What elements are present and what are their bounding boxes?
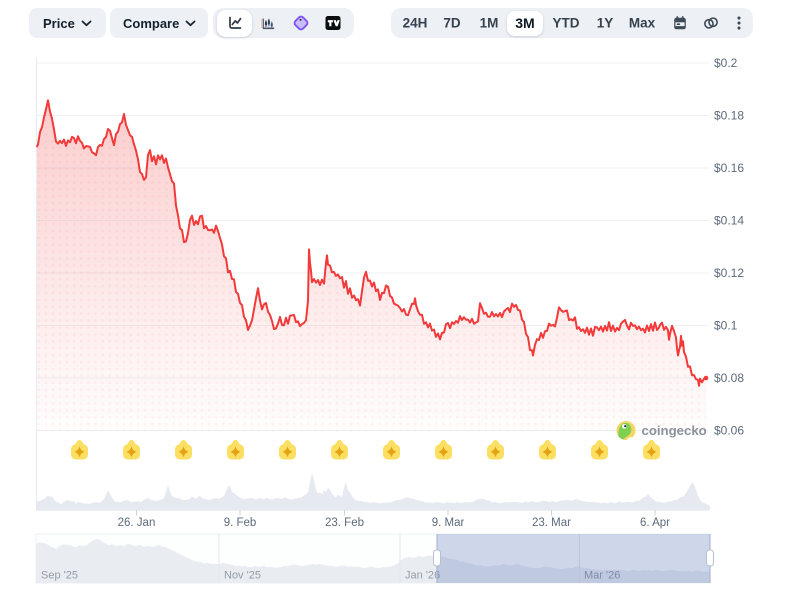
svg-text:$0.08: $0.08 [714,371,744,385]
svg-text:$0.18: $0.18 [714,109,744,123]
svg-text:$0.12: $0.12 [714,266,744,280]
svg-text:23. Feb: 23. Feb [325,517,364,529]
svg-text:Sep '25: Sep '25 [41,570,78,582]
svg-text:Mar '26: Mar '26 [584,570,620,582]
svg-text:coingecko: coingecko [642,423,707,438]
svg-text:23. Mar: 23. Mar [532,517,571,529]
svg-text:$0.06: $0.06 [714,424,744,438]
svg-text:$0.2: $0.2 [714,56,738,70]
svg-text:9. Feb: 9. Feb [224,517,257,529]
svg-text:$0.14: $0.14 [714,214,744,228]
svg-text:$0.1: $0.1 [714,319,738,333]
svg-text:9. Mar: 9. Mar [432,517,465,529]
svg-text:Jan '26: Jan '26 [405,570,440,582]
svg-text:6. Apr: 6. Apr [640,517,670,529]
svg-text:Nov '25: Nov '25 [224,570,261,582]
svg-text:26. Jan: 26. Jan [118,517,156,529]
svg-text:$0.16: $0.16 [714,161,744,175]
